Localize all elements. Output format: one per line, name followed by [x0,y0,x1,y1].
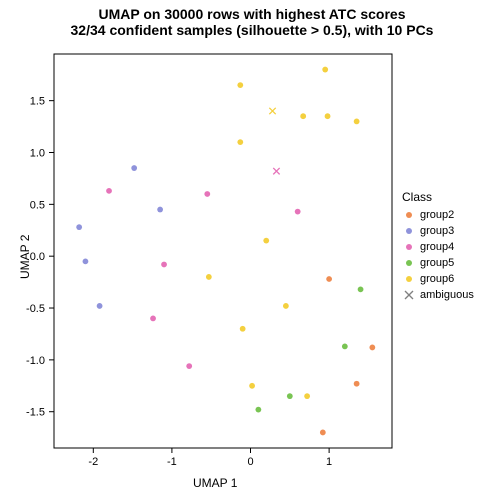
legend-item-group3: group3 [402,223,474,239]
legend-label-group5: group5 [420,257,454,269]
legend-item-ambiguous: ambiguous [402,287,474,303]
legend-title: Class [402,190,474,204]
svg-text:-1: -1 [167,456,177,468]
legend-swatch-group6 [402,274,416,284]
legend-swatch-group3 [402,226,416,236]
svg-text:-0.5: -0.5 [26,303,45,315]
legend-item-group6: group6 [402,271,474,287]
legend-label-group3: group3 [420,225,454,237]
legend: Class group2 group3 group4 group5 group6 ambig… [402,190,474,303]
svg-text:1: 1 [326,456,332,468]
legend-item-group4: group4 [402,239,474,255]
svg-text:-1.0: -1.0 [26,355,45,367]
legend-label-group6: group6 [420,273,454,285]
legend-item-group5: group5 [402,255,474,271]
y-axis-label: UMAP 2 [18,235,32,279]
legend-swatch-ambiguous [402,290,416,300]
legend-swatch-group4 [402,242,416,252]
svg-text:-2: -2 [88,456,98,468]
legend-swatch-group2 [402,210,416,220]
umap-scatter-plot: UMAP on 30000 rows with highest ATC scor… [0,0,504,504]
legend-label-group4: group4 [420,241,454,253]
svg-text:0: 0 [247,456,253,468]
x-axis-label: UMAP 1 [193,476,237,490]
svg-text:0.5: 0.5 [30,199,45,211]
legend-swatch-group5 [402,258,416,268]
legend-label-group2: group2 [420,209,454,221]
legend-item-group2: group2 [402,207,474,223]
legend-label-ambiguous: ambiguous [420,289,474,301]
svg-text:1.0: 1.0 [30,148,45,160]
svg-text:1.5: 1.5 [30,96,45,108]
svg-text:-1.5: -1.5 [26,407,45,419]
